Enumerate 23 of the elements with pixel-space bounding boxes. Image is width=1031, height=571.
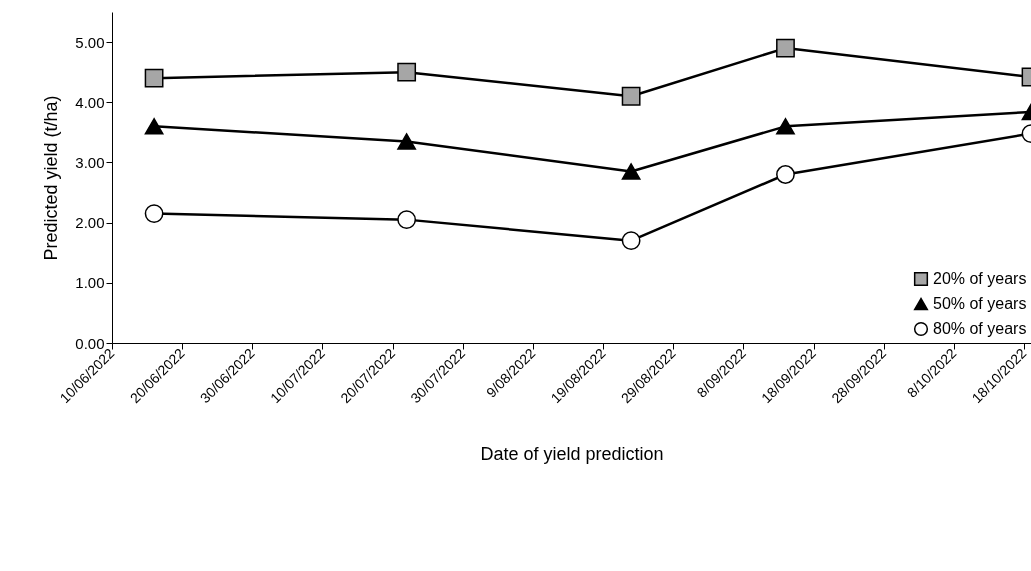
y-tick-label: 2.00 [75, 214, 105, 232]
legend-label: 80% of years [933, 320, 1027, 337]
legend-label: 20% of years [933, 270, 1027, 287]
y-tick-label: 3.00 [75, 153, 105, 171]
point [621, 86, 641, 106]
y-tick-label: 5.00 [75, 33, 105, 51]
y-tick-label: 0.00 [75, 334, 105, 352]
y-tick-label: 1.00 [75, 274, 105, 292]
point [397, 210, 417, 230]
point [144, 68, 164, 88]
point [776, 38, 795, 58]
y-tick-label: 4.00 [75, 93, 105, 111]
point [776, 165, 795, 184]
point [397, 133, 417, 150]
x-axis-title: Date of yield prediction [480, 444, 664, 464]
point [397, 62, 417, 82]
point [776, 118, 795, 135]
point [621, 163, 641, 180]
legend-label: 50% of years [933, 295, 1027, 312]
point [144, 204, 164, 223]
point [621, 231, 641, 251]
point [144, 118, 164, 135]
y-axis-title: Predicted yield (t/ha) [41, 95, 62, 261]
